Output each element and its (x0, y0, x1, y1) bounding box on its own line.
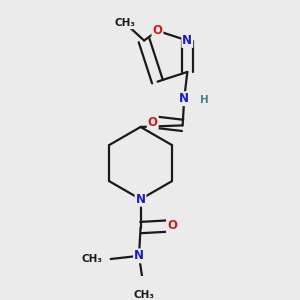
Text: O: O (152, 24, 163, 37)
Text: CH₃: CH₃ (133, 290, 154, 300)
Text: O: O (148, 116, 158, 129)
Text: N: N (136, 193, 146, 206)
Text: N: N (134, 249, 144, 262)
Text: N: N (179, 92, 189, 105)
Text: N: N (182, 34, 192, 47)
Text: CH₃: CH₃ (115, 18, 136, 28)
Text: H: H (200, 95, 209, 105)
Text: O: O (167, 220, 177, 232)
Text: CH₃: CH₃ (82, 254, 103, 264)
